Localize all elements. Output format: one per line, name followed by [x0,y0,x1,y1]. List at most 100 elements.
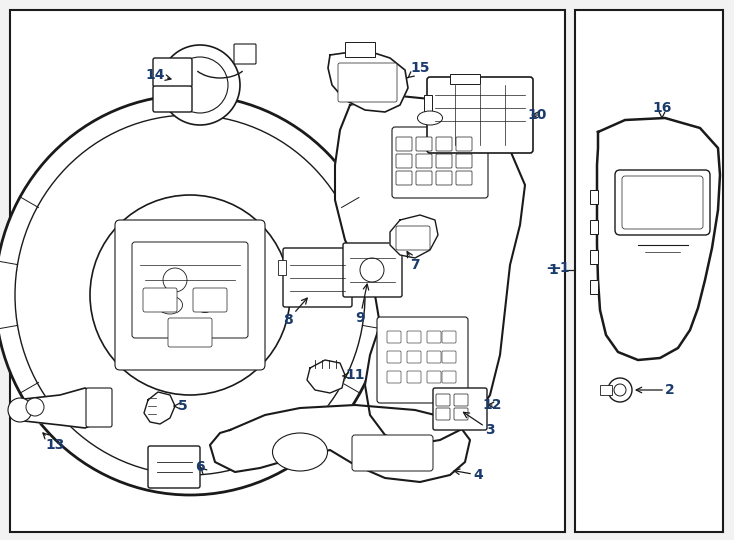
FancyBboxPatch shape [427,331,441,343]
Text: 5: 5 [174,399,188,413]
FancyBboxPatch shape [387,351,401,363]
Text: GMC: GMC [646,197,678,210]
Bar [278,260,286,275]
Bar [590,190,598,204]
FancyBboxPatch shape [436,394,450,406]
Text: 4: 4 [454,468,483,482]
Circle shape [172,57,228,113]
Bar [600,385,612,395]
Polygon shape [144,392,175,424]
Circle shape [26,398,44,416]
FancyBboxPatch shape [442,371,456,383]
Polygon shape [597,118,720,360]
Bar [590,250,598,264]
FancyBboxPatch shape [143,288,177,312]
Text: 12: 12 [482,398,502,412]
Ellipse shape [90,195,290,395]
Ellipse shape [158,296,183,314]
Text: 6: 6 [195,460,207,474]
FancyBboxPatch shape [148,446,200,488]
FancyBboxPatch shape [338,63,397,102]
Bar [590,220,598,234]
FancyBboxPatch shape [456,154,472,168]
Text: 7: 7 [407,252,420,272]
Text: 10: 10 [527,108,547,122]
FancyBboxPatch shape [352,435,433,471]
FancyBboxPatch shape [234,44,256,64]
FancyBboxPatch shape [193,288,227,312]
FancyBboxPatch shape [436,137,452,151]
FancyBboxPatch shape [416,137,432,151]
FancyBboxPatch shape [377,317,468,403]
FancyBboxPatch shape [153,86,192,112]
Bar [575,10,723,532]
Text: 9: 9 [355,284,368,325]
Bar [345,42,375,57]
FancyBboxPatch shape [86,388,112,427]
Ellipse shape [196,298,214,313]
FancyBboxPatch shape [396,154,412,168]
Text: 11: 11 [343,368,365,382]
FancyBboxPatch shape [396,226,430,250]
Circle shape [160,45,240,125]
FancyBboxPatch shape [283,248,352,307]
FancyBboxPatch shape [392,127,488,198]
Polygon shape [307,360,345,393]
FancyBboxPatch shape [427,351,441,363]
FancyBboxPatch shape [168,318,212,347]
Circle shape [614,384,626,396]
FancyBboxPatch shape [622,176,703,229]
Ellipse shape [0,95,385,495]
FancyBboxPatch shape [407,351,421,363]
Polygon shape [335,95,525,445]
FancyBboxPatch shape [427,77,533,153]
Bar [450,74,480,84]
Circle shape [8,398,32,422]
Text: 2: 2 [636,383,675,397]
Bar [590,280,598,294]
Ellipse shape [272,433,327,471]
Text: 8: 8 [283,298,308,327]
FancyBboxPatch shape [456,171,472,185]
FancyBboxPatch shape [153,58,192,87]
FancyBboxPatch shape [436,171,452,185]
Text: 16: 16 [653,101,672,118]
FancyBboxPatch shape [416,154,432,168]
FancyBboxPatch shape [132,242,248,338]
FancyBboxPatch shape [396,137,412,151]
FancyBboxPatch shape [343,243,402,297]
FancyBboxPatch shape [436,408,450,420]
FancyBboxPatch shape [436,154,452,168]
Ellipse shape [15,115,365,475]
FancyBboxPatch shape [387,331,401,343]
FancyBboxPatch shape [615,170,710,235]
Circle shape [163,268,187,292]
Bar [349,260,357,275]
Polygon shape [15,388,105,428]
Circle shape [360,258,384,282]
Text: 15: 15 [407,61,429,78]
FancyBboxPatch shape [396,171,412,185]
Text: 14: 14 [145,68,171,82]
Polygon shape [390,215,438,258]
FancyBboxPatch shape [442,331,456,343]
Bar [10,10,565,532]
FancyBboxPatch shape [427,371,441,383]
Polygon shape [210,405,470,482]
Ellipse shape [418,111,443,125]
FancyBboxPatch shape [433,388,487,430]
Text: —1: —1 [546,261,570,275]
FancyBboxPatch shape [416,171,432,185]
FancyBboxPatch shape [407,371,421,383]
FancyBboxPatch shape [456,137,472,151]
FancyBboxPatch shape [454,408,468,420]
Circle shape [608,378,632,402]
FancyBboxPatch shape [454,394,468,406]
FancyBboxPatch shape [407,331,421,343]
Text: 3: 3 [463,413,495,437]
FancyBboxPatch shape [442,351,456,363]
FancyBboxPatch shape [115,220,265,370]
Polygon shape [328,50,408,112]
Text: 1: 1 [548,263,558,277]
FancyBboxPatch shape [387,371,401,383]
